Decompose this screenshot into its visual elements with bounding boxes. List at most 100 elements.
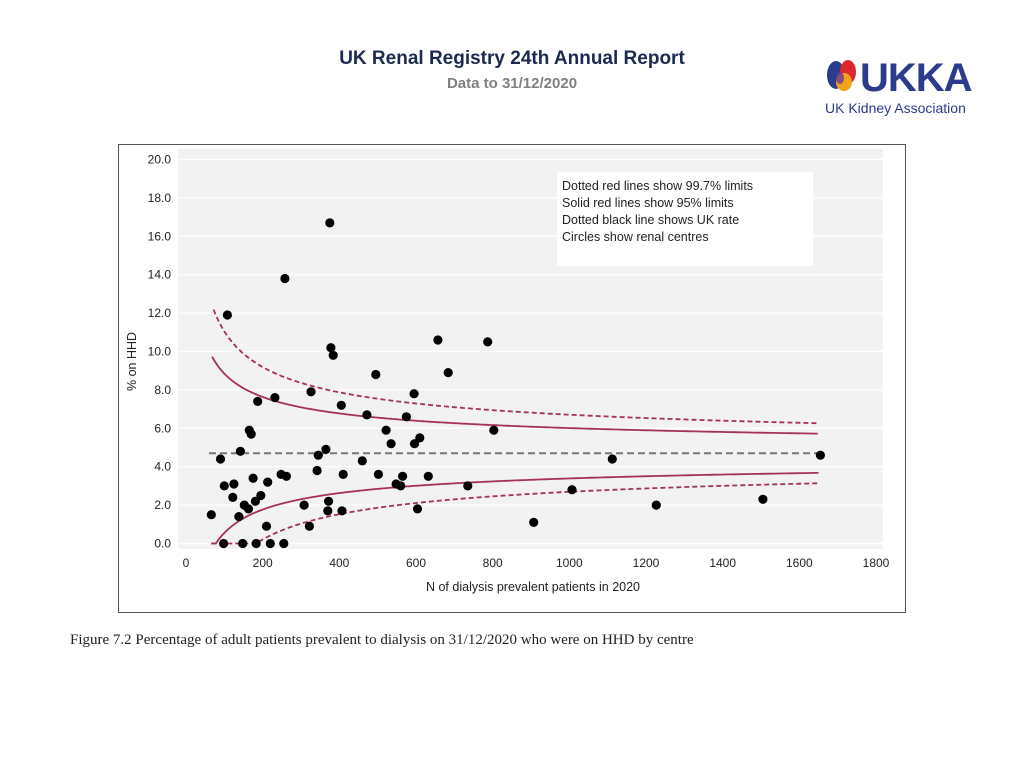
renal-centre-point bbox=[222, 310, 232, 320]
hhd-funnel-plot: 0.0 2.0 4.0 6.0 8.0 10.0 12.0 14.0 16.0 18.0 20.0 0… bbox=[125, 149, 890, 594]
renal-centre-point bbox=[313, 450, 323, 460]
renal-centre-point bbox=[248, 473, 258, 483]
x-tick-label: 600 bbox=[406, 556, 426, 570]
renal-centre-point bbox=[463, 481, 473, 491]
x-tick-label: 0 bbox=[183, 556, 190, 570]
lower-99-7-limit-line bbox=[211, 482, 819, 545]
renal-centre-point bbox=[228, 492, 238, 502]
renal-centre-point bbox=[265, 538, 275, 549]
legend-box bbox=[557, 172, 813, 266]
renal-centre-point bbox=[357, 456, 367, 466]
ukka-logo: UKKA UK Kidney Association bbox=[825, 56, 973, 116]
renal-centre-point bbox=[323, 506, 333, 516]
renal-centre-point bbox=[758, 494, 768, 504]
renal-centre-point bbox=[412, 504, 423, 514]
renal-centre-point bbox=[219, 538, 229, 549]
renal-centre-point bbox=[815, 450, 826, 460]
figure-caption: Figure 7.2 Percentage of adult patients … bbox=[70, 632, 694, 648]
x-tick-label: 400 bbox=[329, 556, 349, 570]
renal-centre-point bbox=[246, 429, 256, 439]
renal-centre-point bbox=[229, 479, 239, 489]
logo-wordmark: UKKA bbox=[860, 56, 972, 100]
renal-centre-point bbox=[270, 393, 280, 403]
y-tick-label: 20.0 bbox=[148, 153, 172, 167]
renal-centre-point bbox=[371, 369, 381, 380]
renal-centre-point bbox=[567, 485, 577, 495]
renal-centre-point bbox=[243, 504, 254, 514]
x-axis-label: N of dialysis prevalent patients in 2020 bbox=[426, 580, 640, 594]
renal-centre-point bbox=[415, 433, 425, 443]
renal-centre-point bbox=[443, 368, 453, 378]
renal-centre-point bbox=[281, 471, 291, 481]
x-tick-label: 200 bbox=[253, 556, 273, 570]
renal-centre-point bbox=[651, 500, 661, 510]
page-title: UK Renal Registry 24th Annual Report bbox=[339, 48, 685, 69]
renal-centre-point bbox=[235, 446, 245, 456]
renal-centre-point bbox=[312, 465, 322, 476]
renal-centre-point bbox=[215, 454, 226, 464]
renal-centre-point bbox=[398, 471, 408, 481]
y-tick-label: 2.0 bbox=[154, 498, 171, 512]
renal-centre-point bbox=[299, 500, 309, 510]
upper-99-7-limit-line bbox=[212, 309, 818, 425]
y-tick-label: 0.0 bbox=[154, 537, 171, 551]
renal-centre-point bbox=[409, 439, 420, 449]
lower-95-limit-line bbox=[211, 472, 819, 545]
renal-centre-point bbox=[483, 337, 493, 347]
y-tick-label: 6.0 bbox=[154, 421, 171, 435]
report-header: UK Renal Registry 24th Annual Report Dat… bbox=[0, 48, 1024, 92]
renal-centre-point bbox=[489, 425, 499, 435]
renal-centre-point bbox=[326, 343, 336, 353]
x-tick-label: 1800 bbox=[863, 556, 890, 570]
renal-centre-point bbox=[337, 506, 347, 516]
renal-centre-point bbox=[324, 496, 334, 506]
renal-centre-point bbox=[321, 444, 331, 454]
renal-centre-point bbox=[607, 454, 617, 464]
renal-centre-point bbox=[381, 425, 391, 435]
x-tick-label: 1000 bbox=[556, 556, 583, 570]
renal-centre-point bbox=[409, 389, 419, 399]
renal-centre-point bbox=[396, 481, 406, 491]
renal-centre-point bbox=[529, 517, 539, 527]
y-tick-label: 10.0 bbox=[148, 345, 172, 359]
x-tick-label: 800 bbox=[483, 556, 503, 570]
y-axis-label: % on HHD bbox=[125, 332, 139, 391]
upper-95-limit-line bbox=[211, 356, 818, 435]
renal-centre-point bbox=[325, 218, 335, 228]
legend-entry: Dotted black line shows UK rate bbox=[562, 213, 739, 227]
y-tick-label: 12.0 bbox=[148, 306, 172, 320]
renal-centre-point bbox=[386, 439, 396, 449]
renal-centre-point bbox=[336, 400, 346, 410]
page-subtitle: Data to 31/12/2020 bbox=[446, 75, 578, 92]
y-tick-label: 18.0 bbox=[148, 191, 172, 205]
renal-centre-point bbox=[206, 510, 216, 520]
renal-centre-point bbox=[306, 387, 316, 397]
renal-centre-point bbox=[433, 335, 443, 345]
y-tick-label: 14.0 bbox=[148, 268, 172, 282]
renal-centre-point bbox=[261, 521, 272, 531]
renal-centre-point bbox=[338, 469, 348, 479]
renal-centre-point bbox=[250, 496, 260, 506]
chart-frame: 0.0 2.0 4.0 6.0 8.0 10.0 12.0 14.0 16.0 18.0 20.0 0… bbox=[118, 144, 906, 613]
renal-centre-point bbox=[373, 469, 383, 479]
x-tick-label: 1600 bbox=[786, 556, 813, 570]
y-tick-label: 4.0 bbox=[154, 460, 171, 474]
renal-centre-point bbox=[238, 538, 248, 549]
x-tick-label: 1200 bbox=[633, 556, 660, 570]
logo-tagline: UK Kidney Association bbox=[825, 100, 966, 116]
legend-entry: Dotted red lines show 99.7% limits bbox=[562, 179, 753, 193]
renal-centre-point bbox=[251, 538, 261, 549]
renal-centre-point bbox=[219, 481, 229, 491]
kidney-icon bbox=[827, 60, 856, 91]
renal-centre-point bbox=[256, 490, 266, 501]
renal-centre-point bbox=[280, 273, 290, 284]
renal-centre-point bbox=[401, 412, 411, 422]
x-tick-label: 1400 bbox=[709, 556, 736, 570]
renal-centre-point bbox=[234, 512, 244, 522]
renal-centre-point bbox=[263, 477, 273, 487]
renal-centre-point bbox=[328, 350, 338, 360]
renal-centre-point bbox=[362, 410, 372, 420]
renal-centre-point bbox=[279, 538, 289, 549]
y-tick-label: 16.0 bbox=[148, 229, 172, 243]
legend-entry: Circles show renal centres bbox=[562, 230, 709, 244]
